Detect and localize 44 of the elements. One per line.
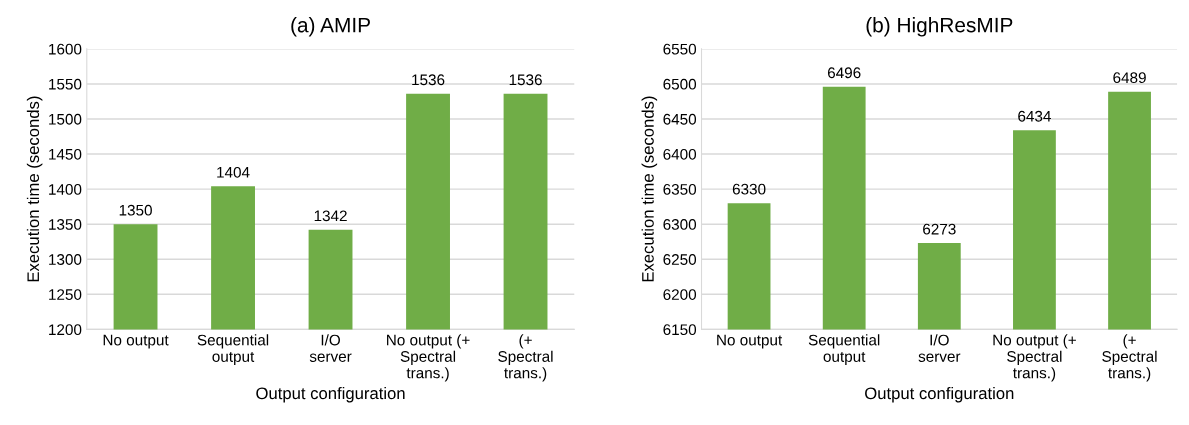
y-tick-label: 6400 <box>663 148 697 160</box>
x-tick-label: No output <box>103 334 169 349</box>
x-tick-label: Sequential output <box>197 334 269 365</box>
y-tick-label: 6450 <box>663 113 697 125</box>
y-tick-label: 6200 <box>663 289 697 300</box>
x-tick-label: I/O server <box>309 334 352 362</box>
y-tick-label: 1200 <box>49 324 82 336</box>
y-axis-title: Execution time (seconds) <box>26 96 43 282</box>
x-tick-label: No output (+ Spectral trans.) <box>387 334 470 382</box>
x-axis-title: Output configuration <box>865 386 1014 403</box>
x-tick-label: No output <box>717 334 783 349</box>
data-label: 6489 <box>1113 72 1146 84</box>
y-tick-label: 6300 <box>663 219 697 230</box>
x-tick-label: No output (+ Spectral trans.) <box>993 334 1076 382</box>
y-tick-label: 1450 <box>49 148 82 160</box>
data-label: 6330 <box>732 183 766 195</box>
data-label: 1404 <box>217 166 250 178</box>
data-label: 6496 <box>827 67 861 79</box>
x-axis-title: Output configuration <box>256 386 405 403</box>
y-tick-label: 1600 <box>49 43 82 55</box>
y-tick-label: 1400 <box>49 183 82 195</box>
y-tick-label: 6500 <box>663 78 697 90</box>
x-tick-label: I/O server <box>918 334 961 362</box>
data-label: 1536 <box>509 74 542 86</box>
y-tick-label: 6250 <box>663 254 697 265</box>
y-tick-label: 6550 <box>663 43 697 55</box>
y-tick-label: 1250 <box>49 289 82 300</box>
y-axis-title: Execution time (seconds) <box>641 96 658 282</box>
y-tick-label: 1300 <box>49 254 82 265</box>
chart-title: (a) AMIP <box>291 17 370 37</box>
y-tick-label: 1550 <box>49 78 82 90</box>
x-tick-label: Sequential output <box>808 334 880 365</box>
y-tick-label: 6350 <box>663 183 697 195</box>
x-tick-label: (+ Spectral trans.) <box>1102 334 1157 382</box>
data-label: 1342 <box>314 210 347 222</box>
data-label: 6434 <box>1018 110 1051 122</box>
x-tick-label: (+ Spectral trans.) <box>498 334 553 382</box>
data-label: 1350 <box>119 204 152 216</box>
data-label: 1536 <box>412 74 445 86</box>
y-tick-label: 1500 <box>49 113 82 125</box>
y-tick-label: 1350 <box>49 219 82 230</box>
data-label: 6273 <box>923 223 956 235</box>
chart-title: (b) HighResMIP <box>866 17 1013 37</box>
y-tick-label: 6150 <box>663 324 697 336</box>
